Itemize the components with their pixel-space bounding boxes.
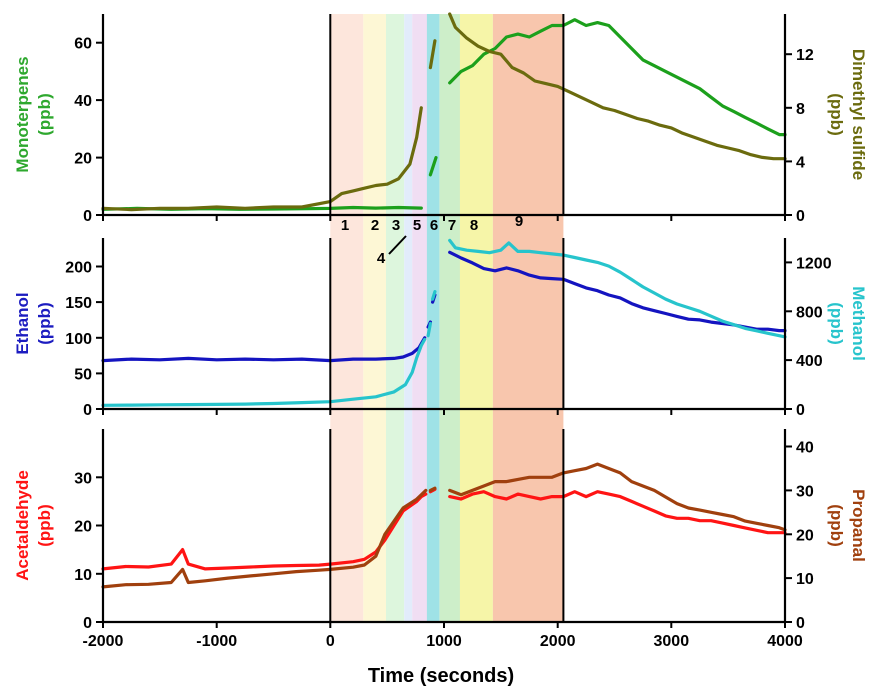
panel-1-left-axis-label: Monoterpenes [13,56,32,172]
stage-4-pointer [388,235,407,255]
panel-1-series-left-segment-2 [428,156,438,177]
panel-3-left-tick-label: 10 [74,567,92,584]
panel-3-series-left-segment-1 [101,492,428,571]
panel-3-right-tick-label: 40 [796,440,814,457]
stage-label-8: 8 [470,217,478,234]
stage-band-1 [330,14,364,622]
panel-2-left-tick-label: 50 [74,366,92,383]
panel-3-right-tick-label: 20 [796,527,814,544]
plot-panels [101,12,787,622]
stage-label-4: 4 [377,250,386,267]
stage-label-9: 9 [515,213,523,230]
stage-label-3: 3 [392,217,400,234]
panel-3-left-axis-label: (ppb) [35,504,54,546]
panel-2 [101,238,787,409]
stage-label-7: 7 [448,217,456,234]
panel-2-right-tick-label: 400 [796,353,823,370]
panel-2-left-tick-label: 100 [65,331,92,348]
stage-band-3 [386,14,405,622]
panel-2-left-tick-label: 0 [83,402,92,419]
panel-1-series-right-segment-2 [428,39,437,70]
stage-bands [330,14,564,622]
panel-1-right-tick-label: 0 [796,208,805,225]
panel-3-left-axis-label: Acetaldehyde [13,470,32,581]
panel-1-right-axis-label: (ppb) [827,93,846,135]
panel-3-right-tick-label: 10 [796,571,814,588]
x-tick-label: 4000 [767,633,803,650]
stage-labels: 1 2 34 5 6 7 8 9 [341,213,523,267]
x-tick-label: 0 [326,633,335,650]
panel-1-left-tick-label: 0 [83,208,92,225]
panel-1 [101,12,787,215]
x-tick-label: 2000 [540,633,576,650]
stage-label-1: 1 [341,217,349,234]
panel-3-right-axis-label: (ppb) [827,504,846,546]
panel-3-series-right-segment-1 [101,488,428,589]
panel-2-right-tick-label: 1200 [796,255,832,272]
panel-1-right-axis-label: Dimethyl sulfide [849,49,868,180]
panel-2-left-tick-label: 200 [65,260,92,277]
panel-1-series-left-segment-3 [448,18,787,137]
panel-2-right-axis-label: Methanol [849,286,868,361]
panel-2-left-axis-label: Ethanol [13,292,32,354]
panel-2-right-tick-label: 800 [796,304,823,321]
x-axis-label: Time (seconds) [368,665,514,687]
panel-3-left-tick-label: 20 [74,519,92,536]
panel-3 [101,429,787,622]
panel-3-left-tick-label: 0 [83,615,92,632]
panel-2-left-axis-label: (ppb) [35,302,54,344]
panel-2-series-right-segment-4 [448,238,787,339]
panel-3-series-right-segment-3 [448,462,787,532]
x-tick-label: 1000 [426,633,462,650]
stage-band-7 [439,14,460,622]
stage-band-6 [426,14,440,622]
stage-label-5: 5 [413,217,421,234]
panel-3-right-tick-label: 30 [796,483,814,500]
stage-label-6: 6 [430,217,438,234]
panel-3-series-left-segment-3 [448,490,787,535]
panel-3-right-axis-label: Propanal [849,489,868,562]
x-tick-label: 3000 [654,633,690,650]
panel-3-right-tick-label: 0 [796,615,805,632]
panel-2-series-right-segment-3 [431,290,437,301]
panel-1-series-right-segment-1 [101,106,423,212]
x-tick-label: -2000 [83,633,124,650]
panel-1-left-tick-label: 60 [74,36,92,53]
panel-1-right-tick-label: 12 [796,47,814,64]
stage-band-2 [363,14,386,622]
stage-band-8 [459,14,493,622]
panel-1-right-tick-label: 8 [796,101,805,118]
panel-3-left-tick-label: 30 [74,470,92,487]
stage-band-9 [492,14,564,622]
panel-1-right-tick-label: 4 [796,154,805,171]
panel-1-left-tick-label: 20 [74,151,92,168]
stage-band-5 [412,14,427,622]
panel-1-left-axis-label: (ppb) [35,93,54,135]
stage-band-4 [404,14,413,622]
x-tick-label: -1000 [196,633,237,650]
panel-1-series-right-segment-3 [448,12,787,161]
panel-2-right-axis-label: (ppb) [827,302,846,344]
panel-2-series-right-segment-2 [426,321,432,338]
stage-label-2: 2 [371,217,379,234]
panel-2-right-tick-label: 0 [796,402,805,419]
panel-2-left-tick-label: 150 [65,295,92,312]
panel-2-series-left-segment-1 [101,336,427,363]
panel-1-left-tick-label: 40 [74,93,92,110]
panel-3-series-right-segment-2 [428,486,437,492]
